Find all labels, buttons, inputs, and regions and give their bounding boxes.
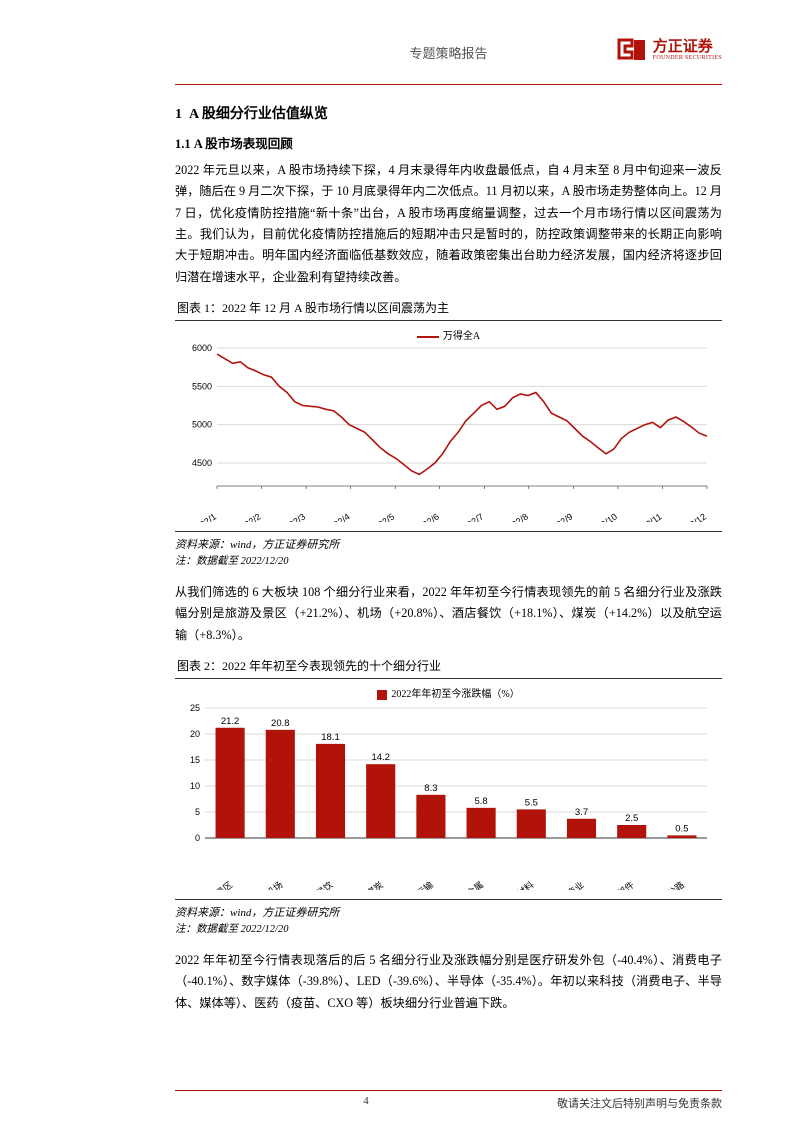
brand-subtitle: FOUNDER SECURITIES — [653, 55, 722, 61]
svg-text:5.8: 5.8 — [474, 796, 487, 807]
svg-text:家电零部件: 家电零部件 — [594, 879, 636, 890]
svg-text:8.3: 8.3 — [424, 783, 437, 794]
chart-1-source: 资料来源：wind，方正证券研究所 — [175, 531, 722, 552]
svg-text:20.8: 20.8 — [271, 718, 290, 729]
paragraph-3: 2022 年年初至今行情表现落后的后 5 名细分行业及涨跌幅分别是医疗研发外包（… — [175, 950, 722, 1014]
svg-text:5: 5 — [195, 807, 200, 817]
svg-text:铁路公路: 铁路公路 — [651, 879, 686, 890]
svg-text:20: 20 — [190, 729, 200, 739]
chart-1-caption: 图表 1：2022 年 12 月 A 股市场行情以区间震荡为主 — [175, 296, 722, 321]
brand-logo: 方正证券 FOUNDER SECURITIES — [617, 38, 722, 62]
svg-text:0.5: 0.5 — [675, 823, 688, 834]
page-footer: 4 敬请关注文后特别声明与免责条款 — [0, 1090, 802, 1111]
svg-text:2022/7: 2022/7 — [457, 512, 485, 523]
svg-text:2022/3: 2022/3 — [279, 512, 307, 523]
svg-text:2022/2: 2022/2 — [234, 512, 262, 523]
svg-text:2022/10: 2022/10 — [587, 512, 619, 523]
page-number: 4 — [363, 1095, 369, 1111]
svg-text:10: 10 — [190, 781, 200, 791]
logo-icon — [617, 38, 647, 62]
svg-text:航空运输: 航空运输 — [400, 879, 435, 890]
chart-2-note: 注：数据截至 2022/12/20 — [175, 921, 722, 936]
section-1-heading: 1 A 股细分行业估值纵览 — [175, 103, 722, 123]
svg-text:2022/6: 2022/6 — [413, 512, 441, 523]
chart-2-legend: 2022年年初至今涨跌幅（%） — [175, 685, 722, 700]
svg-text:5000: 5000 — [192, 420, 212, 430]
svg-text:机场: 机场 — [264, 879, 285, 890]
svg-text:4500: 4500 — [192, 458, 212, 468]
chart-2-caption: 图表 2：2022 年年初至今表现领先的十个细分行业 — [175, 654, 722, 679]
svg-text:14.2: 14.2 — [371, 752, 390, 763]
svg-text:非金属材料: 非金属材料 — [493, 879, 535, 890]
svg-text:15: 15 — [190, 755, 200, 765]
chart-2-source: 资料来源：wind，方正证券研究所 — [175, 899, 722, 920]
chart-1: 6000 5500 5000 4500 2022/1 2022/2 2022/3 2022/4… — [175, 342, 722, 527]
paragraph-2: 从我们筛选的 6 大板块 108 个细分行业来看，2022 年年初至今行情表现领… — [175, 582, 722, 646]
svg-text:2022/11: 2022/11 — [632, 512, 664, 523]
svg-text:煤炭: 煤炭 — [364, 879, 385, 890]
svg-text:2022/12: 2022/12 — [676, 512, 708, 523]
svg-text:21.2: 21.2 — [221, 716, 240, 727]
chart-1-legend: 万得全A — [175, 327, 722, 342]
svg-text:贵金属: 贵金属 — [457, 879, 485, 890]
chart-2: 25 20 15 10 5 0 21.2 旅游及景区 20.8 机场 18.1 酒店餐饮 14.2 煤炭 8… — [175, 700, 722, 895]
svg-text:5500: 5500 — [192, 381, 212, 391]
brand-name: 方正证券 — [653, 40, 722, 55]
svg-text:6000: 6000 — [192, 343, 212, 353]
svg-text:5.5: 5.5 — [525, 797, 538, 808]
svg-text:2022/1: 2022/1 — [190, 512, 218, 523]
svg-text:3.7: 3.7 — [575, 807, 588, 818]
header-rule — [175, 84, 722, 85]
footer-disclaimer: 敬请关注文后特别声明与免责条款 — [557, 1095, 722, 1111]
paragraph-1: 2022 年元旦以来，A 股市场持续下探，4 月末录得年内收盘最低点，自 4 月… — [175, 160, 722, 288]
svg-text:酒店餐饮: 酒店餐饮 — [300, 879, 335, 890]
svg-text:0: 0 — [195, 833, 200, 843]
chart-1-note: 注：数据截至 2022/12/20 — [175, 553, 722, 568]
svg-text:2.5: 2.5 — [625, 813, 638, 824]
svg-text:2022/8: 2022/8 — [502, 512, 530, 523]
svg-text:2022/4: 2022/4 — [323, 512, 351, 523]
footer-rule — [175, 1090, 722, 1091]
svg-text:医药商业: 医药商业 — [551, 879, 586, 890]
svg-text:旅游及景区: 旅游及景区 — [192, 879, 234, 890]
section-1-1-heading: 1.1 A 股市场表现回顾 — [175, 133, 722, 152]
svg-text:25: 25 — [190, 703, 200, 713]
svg-text:18.1: 18.1 — [321, 732, 340, 743]
svg-text:2022/9: 2022/9 — [546, 512, 574, 523]
svg-text:2022/5: 2022/5 — [368, 512, 396, 523]
